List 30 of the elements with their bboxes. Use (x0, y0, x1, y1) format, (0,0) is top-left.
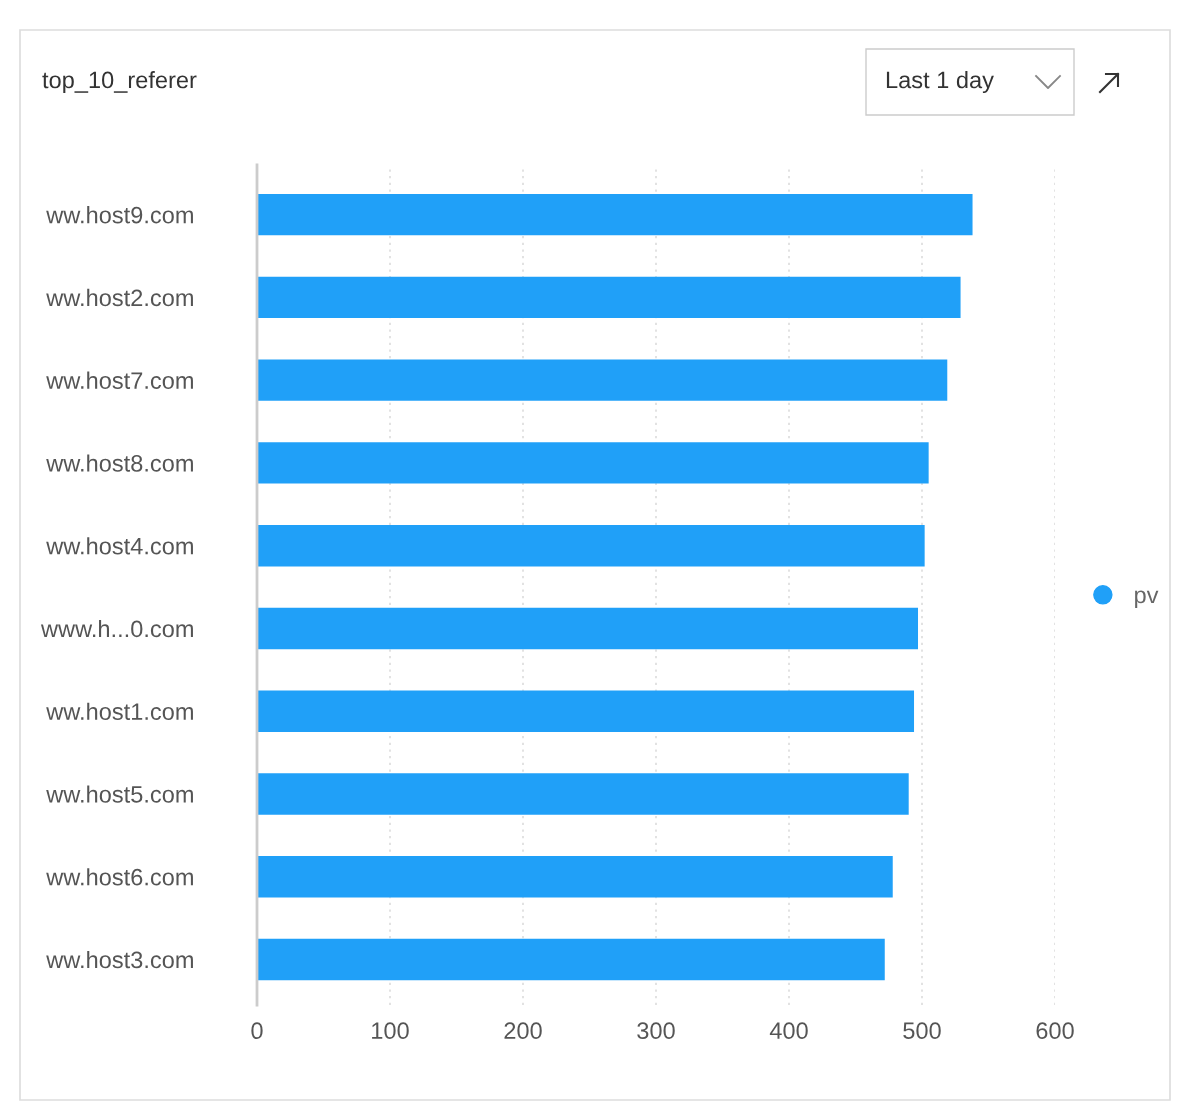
y-tick-label: www.h...0.com (40, 619, 193, 638)
x-tick-label: 300 (637, 1022, 675, 1040)
y-tick-label: ww.host6.com (46, 868, 193, 886)
bar (257, 442, 929, 484)
bar (257, 193, 973, 236)
x-tick-label: 600 (1036, 1022, 1074, 1040)
x-tick-label: 200 (504, 1022, 542, 1040)
x-tick-label: 0 (251, 1022, 263, 1040)
legend-label: pv (1135, 590, 1159, 609)
y-tick-label: ww.host4.com (46, 537, 193, 555)
bar (257, 690, 915, 732)
x-tick-label: 100 (372, 1022, 409, 1040)
y-tick-label: ww.host3.com (46, 950, 193, 969)
bar (257, 359, 948, 401)
text: Last 1 day (886, 71, 994, 93)
y-tick-label: ww.host7.com (46, 371, 193, 389)
y-tick-label: ww.host9.com (46, 206, 193, 224)
bar (257, 773, 909, 815)
y-tick-label: ww.host1.com (46, 702, 193, 720)
chart-title: top_10_referer (42, 71, 197, 93)
bar (257, 525, 925, 567)
x-tick-label: 500 (903, 1022, 941, 1040)
bar (257, 276, 961, 319)
bar (257, 938, 885, 981)
bar (257, 856, 893, 898)
x-tick-label: 400 (769, 1022, 808, 1040)
y-tick-label: ww.host8.com (46, 454, 193, 472)
bar (257, 607, 919, 650)
y-tick-label: ww.host5.com (46, 785, 193, 803)
y-tick-label: ww.host2.com (46, 288, 193, 307)
